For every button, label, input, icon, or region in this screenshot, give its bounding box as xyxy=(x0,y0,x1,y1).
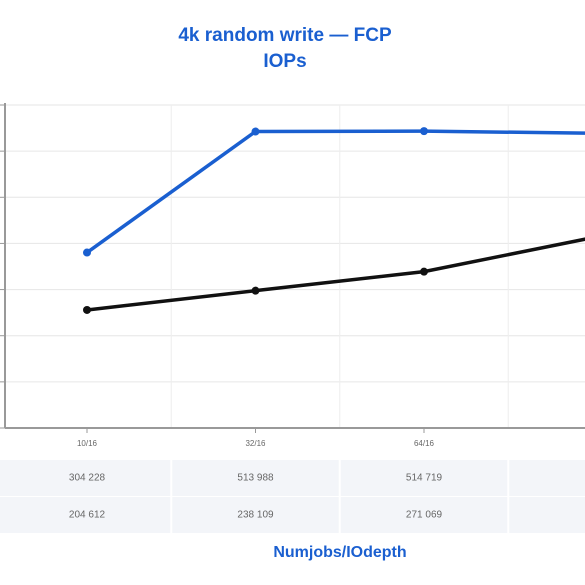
table-cell: 238 109 xyxy=(237,510,274,521)
series-line xyxy=(85,129,585,254)
table-cell: 514 719 xyxy=(406,473,443,484)
chart-title: 4k random write — FCP xyxy=(178,25,392,46)
table-row xyxy=(0,497,585,533)
x-axis-label: Numjobs/IOdepth xyxy=(273,544,406,561)
table-cell: 304 228 xyxy=(69,473,106,484)
table-row xyxy=(0,460,585,496)
data-point xyxy=(83,305,91,314)
chart-subtitle: IOPs xyxy=(263,51,306,72)
data-point xyxy=(83,248,91,257)
data-point xyxy=(420,127,428,136)
data-point xyxy=(251,286,260,295)
table-cell: 204 612 xyxy=(69,510,106,521)
data-point xyxy=(420,267,428,276)
x-tick-label: 32/16 xyxy=(245,439,266,448)
table-cell: 271 069 xyxy=(406,510,443,521)
table-cell: 513 988 xyxy=(237,473,274,484)
x-tick-label: 64/16 xyxy=(414,439,435,448)
data-point xyxy=(251,127,260,136)
series-line xyxy=(86,237,585,312)
x-tick-label: 10/16 xyxy=(77,439,98,448)
